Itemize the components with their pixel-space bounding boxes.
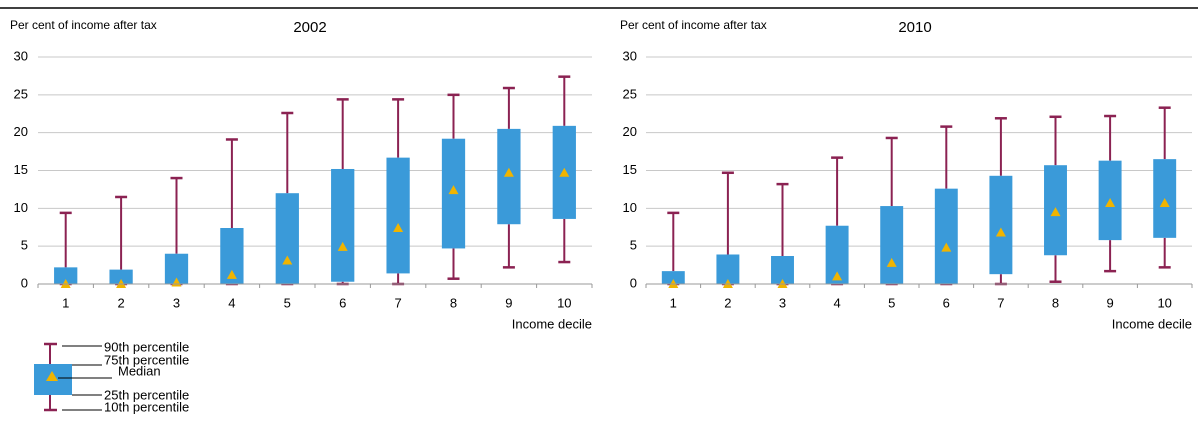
legend-label: 75th percentile <box>104 352 189 367</box>
box <box>331 168 355 282</box>
box <box>716 254 740 284</box>
legend-label: 90th percentile <box>104 339 189 354</box>
y-tick-label: 30 <box>14 48 28 63</box>
median-marker <box>1105 198 1116 208</box>
y-axis-label: Per cent of income after tax <box>620 18 767 32</box>
median-marker <box>832 271 843 281</box>
x-tick-label: 2 <box>724 295 731 310</box>
median-marker <box>282 255 293 265</box>
median-marker <box>337 241 348 251</box>
x-tick-label: 5 <box>888 295 895 310</box>
y-tick-label: 10 <box>623 200 637 215</box>
median-marker <box>1159 198 1170 208</box>
x-tick-label: 4 <box>833 295 840 310</box>
y-tick-label: 20 <box>623 124 637 139</box>
box <box>109 269 133 284</box>
chart-title: 2010 <box>898 19 931 36</box>
x-tick-label: 2 <box>117 295 124 310</box>
box <box>275 193 299 284</box>
median-marker <box>1050 207 1061 217</box>
box <box>825 225 849 284</box>
box <box>771 256 794 284</box>
y-tick-label: 15 <box>14 162 28 177</box>
x-tick-label: 9 <box>1106 295 1113 310</box>
box <box>880 206 904 284</box>
y-tick-label: 5 <box>630 238 637 253</box>
median-marker <box>226 269 237 279</box>
x-tick-label: 8 <box>450 295 457 310</box>
x-axis-label: Income decile <box>512 316 592 331</box>
y-tick-label: 25 <box>14 86 28 101</box>
median-marker <box>559 167 570 177</box>
legend-median <box>46 371 58 381</box>
y-tick-label: 0 <box>630 275 637 290</box>
x-tick-label: 7 <box>394 295 401 310</box>
y-tick-label: 10 <box>14 200 28 215</box>
x-tick-label: 8 <box>1052 295 1059 310</box>
box <box>220 228 244 284</box>
x-tick-label: 1 <box>670 295 677 310</box>
box <box>989 175 1013 275</box>
chart-title: 2002 <box>293 19 326 36</box>
median-marker <box>995 227 1006 237</box>
y-axis-label: Per cent of income after tax <box>10 18 157 32</box>
x-tick-label: 6 <box>339 295 346 310</box>
x-tick-label: 10 <box>557 295 571 310</box>
legend: 90th percentile 75th percentile Median 2… <box>34 339 189 414</box>
legend-label: Median <box>118 363 161 378</box>
x-tick-label: 4 <box>228 295 235 310</box>
y-tick-label: 20 <box>14 124 28 139</box>
median-marker <box>503 167 514 177</box>
x-tick-label: 3 <box>173 295 180 310</box>
box <box>54 267 78 284</box>
x-tick-label: 1 <box>62 295 69 310</box>
box <box>386 157 410 274</box>
box <box>164 253 189 284</box>
y-tick-label: 0 <box>21 275 28 290</box>
x-tick-label: 10 <box>1157 295 1171 310</box>
y-tick-label: 30 <box>623 48 637 63</box>
y-tick-label: 5 <box>21 238 28 253</box>
median-marker <box>448 185 459 195</box>
legend-label: 25th percentile <box>104 387 189 402</box>
box <box>661 271 685 284</box>
median-marker <box>886 257 897 267</box>
y-tick-label: 25 <box>623 86 637 101</box>
x-tick-label: 7 <box>997 295 1004 310</box>
x-tick-label: 9 <box>505 295 512 310</box>
median-marker <box>393 223 404 233</box>
median-marker <box>941 242 952 252</box>
x-axis-label: Income decile <box>1112 316 1192 331</box>
x-tick-label: 3 <box>779 295 786 310</box>
box <box>934 188 958 284</box>
x-tick-label: 6 <box>943 295 950 310</box>
x-tick-label: 5 <box>284 295 291 310</box>
y-tick-label: 15 <box>623 162 637 177</box>
legend-label: 10th percentile <box>104 399 189 414</box>
